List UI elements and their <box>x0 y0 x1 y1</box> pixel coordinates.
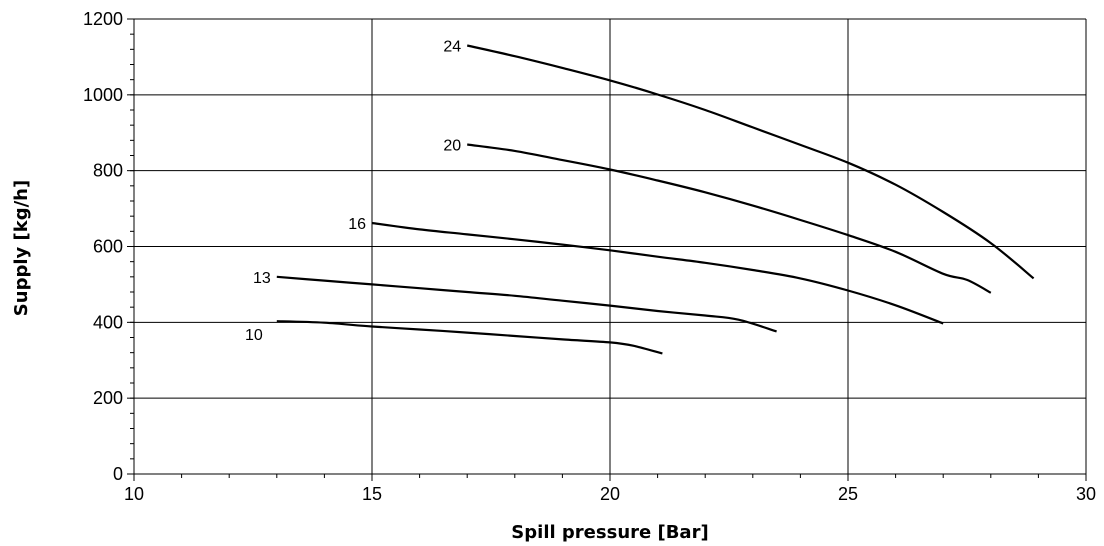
x-axis-title: Spill pressure [Bar] <box>511 522 708 543</box>
series-lines <box>276 44 1035 355</box>
series-label-20: 20 <box>443 138 461 155</box>
axes: 0 200 400 600 800 1000 1200 10 15 20 25 30 <box>83 9 1096 504</box>
x-tick-label: 10 <box>124 484 144 504</box>
series-line-16 <box>371 221 944 325</box>
y-tick-label: 600 <box>93 237 123 257</box>
gridlines <box>134 18 1087 474</box>
series-line-24 <box>466 44 1035 280</box>
y-tick-label: 0 <box>113 464 123 484</box>
series-label-24: 24 <box>443 39 461 56</box>
y-tick-label: 800 <box>93 161 123 181</box>
series-line-13 <box>276 275 777 333</box>
series-label-10: 10 <box>245 327 263 344</box>
series-label-13: 13 <box>253 270 271 287</box>
y-axis-title: Supply [kg/h] <box>11 180 32 316</box>
y-tick-label: 400 <box>93 312 123 332</box>
x-tick-label: 30 <box>1076 484 1096 504</box>
y-tick-label: 1200 <box>83 9 123 29</box>
x-tick-label: 25 <box>838 484 858 504</box>
y-tick-label: 1000 <box>83 85 123 105</box>
series-labels: 10 13 16 20 24 <box>245 39 461 345</box>
y-tick-label: 200 <box>93 388 123 408</box>
x-tick-label: 20 <box>600 484 620 504</box>
series-line-20 <box>467 143 992 294</box>
series-label-16: 16 <box>348 216 366 233</box>
x-tick-label: 15 <box>362 484 382 504</box>
series-line-10 <box>276 320 663 355</box>
